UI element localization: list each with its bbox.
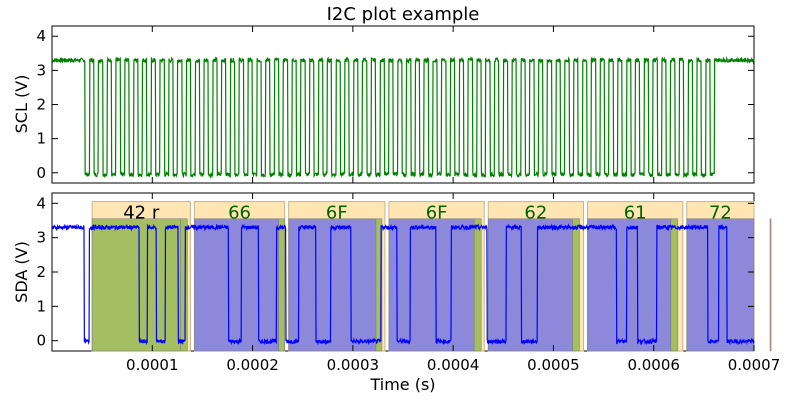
x-tick-label: 0.0002 bbox=[226, 356, 279, 374]
byte-label: 62 bbox=[524, 203, 547, 224]
scl-waveform bbox=[51, 55, 755, 179]
y-tick-label: 3 bbox=[36, 229, 46, 247]
y-tick-label: 1 bbox=[36, 297, 46, 315]
x-tick-label: 0.0004 bbox=[427, 356, 480, 374]
byte-label: 6F bbox=[426, 203, 448, 224]
address-span bbox=[91, 218, 181, 352]
data-span bbox=[288, 218, 377, 352]
x-tick-label: 0.0007 bbox=[728, 356, 781, 374]
byte-label: 72 bbox=[709, 203, 732, 224]
ack-span bbox=[278, 218, 285, 352]
byte-label: 6F bbox=[326, 203, 348, 224]
scl-panel: 0 1 2 3 4 SCL (V) bbox=[12, 25, 755, 184]
ack-span bbox=[375, 218, 383, 352]
y-tick-label: 3 bbox=[36, 61, 46, 79]
y-tick-label: 0 bbox=[36, 332, 46, 350]
sda-panel: 0 1 2 3 4 42 r 66 6F 6F 62 61 72 SDA (V) bbox=[12, 192, 772, 352]
ack-span bbox=[670, 218, 679, 352]
sda-waveform bbox=[51, 223, 755, 346]
byte-label: 42 r bbox=[123, 203, 160, 224]
y-tick-label: 2 bbox=[36, 96, 46, 114]
ack-span bbox=[572, 218, 580, 352]
data-span bbox=[388, 218, 475, 352]
ack-span bbox=[180, 218, 188, 352]
y-tick-label: 4 bbox=[36, 27, 46, 45]
byte-label: 61 bbox=[624, 203, 647, 224]
x-tick-label: 0.0001 bbox=[126, 356, 179, 374]
data-span bbox=[487, 218, 573, 352]
y-tick-label: 2 bbox=[36, 263, 46, 281]
nack-span bbox=[769, 218, 772, 352]
x-tick-label: 0.0006 bbox=[627, 356, 680, 374]
x-tick-label: 0.0005 bbox=[527, 356, 580, 374]
y-tick-label: 0 bbox=[36, 164, 46, 182]
byte-label: 66 bbox=[228, 203, 251, 224]
sda-axis-label: SDA (V) bbox=[12, 241, 31, 303]
data-span bbox=[587, 218, 672, 352]
y-tick-label: 1 bbox=[36, 130, 46, 148]
x-tick-label: 0.0003 bbox=[327, 356, 380, 374]
chart-title: I2C plot example bbox=[327, 4, 480, 25]
data-span bbox=[686, 218, 755, 352]
y-tick-label: 4 bbox=[36, 194, 46, 212]
ack-span bbox=[473, 218, 482, 352]
x-axis-label: Time (s) bbox=[369, 375, 435, 394]
scl-axis-label: SCL (V) bbox=[12, 75, 31, 134]
data-span bbox=[194, 218, 279, 352]
